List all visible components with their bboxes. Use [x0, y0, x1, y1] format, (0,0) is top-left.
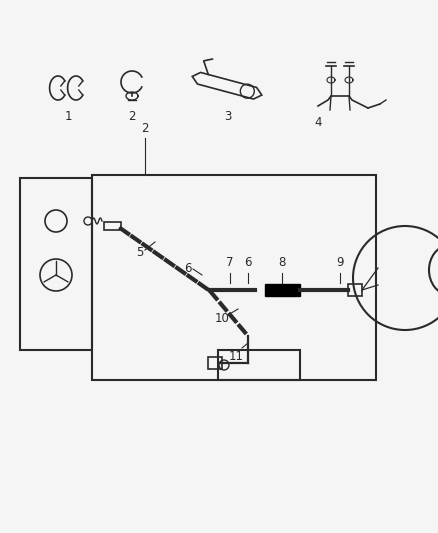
- Bar: [104, 222, 121, 230]
- Bar: [208, 357, 222, 369]
- Text: 7: 7: [226, 256, 234, 269]
- Text: 3: 3: [224, 110, 232, 123]
- Text: 2: 2: [141, 122, 149, 135]
- Bar: [20, 178, 92, 350]
- Text: 10: 10: [215, 311, 230, 325]
- Bar: [265, 284, 300, 296]
- Text: 8: 8: [278, 256, 286, 269]
- Bar: [92, 175, 376, 380]
- Text: 11: 11: [229, 350, 244, 363]
- Bar: [348, 284, 362, 296]
- Text: 6: 6: [184, 262, 192, 274]
- Text: 5: 5: [136, 246, 144, 260]
- Text: 1: 1: [64, 110, 72, 123]
- Text: 4: 4: [314, 116, 322, 129]
- Text: 2: 2: [128, 110, 136, 123]
- Text: 6: 6: [244, 256, 252, 269]
- Text: 9: 9: [336, 256, 344, 269]
- Bar: [218, 350, 300, 380]
